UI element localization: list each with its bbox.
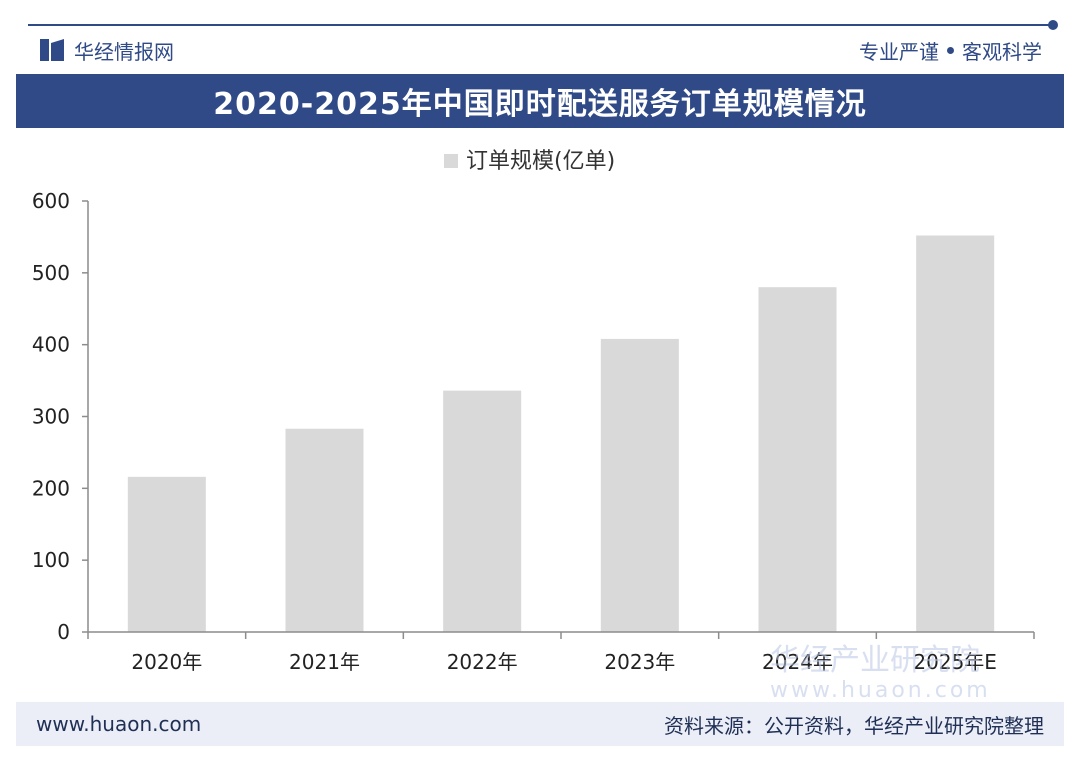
- footer: www.huaon.com 资料来源：公开资料，华经产业研究院整理: [16, 702, 1064, 746]
- y-tick-label: 200: [32, 476, 70, 500]
- brand-logo-icon: [40, 39, 64, 61]
- x-tick-label: 2025年E: [913, 650, 997, 674]
- x-tick-label: 2023年: [604, 650, 675, 674]
- bar: [127, 476, 206, 632]
- y-tick-label: 0: [57, 620, 70, 644]
- y-tick-label: 300: [32, 405, 70, 429]
- y-tick-label: 100: [32, 548, 70, 572]
- bar: [443, 390, 522, 632]
- tagline-right: 客观科学: [962, 39, 1042, 64]
- chart-title: 2020-2025年中国即时配送服务订单规模情况: [16, 74, 1064, 128]
- legend-swatch: [444, 154, 458, 168]
- tagline-dot-icon: [947, 46, 954, 54]
- x-tick-label: 2020年: [131, 650, 202, 674]
- legend: 订单规模(亿单): [444, 149, 615, 174]
- tagline-left: 专业严谨: [859, 39, 939, 64]
- y-tick-label: 600: [32, 189, 70, 213]
- x-tick-label: 2022年: [447, 650, 518, 674]
- footer-source: 资料来源：公开资料，华经产业研究院整理: [664, 713, 1044, 738]
- legend-label: 订单规模(亿单): [466, 149, 615, 174]
- brand: 华经情报网: [40, 36, 174, 64]
- y-axis: 0 100 200 300 400 500 600: [32, 189, 89, 644]
- bar: [916, 235, 995, 632]
- bar: [600, 338, 679, 632]
- y-tick-label: 500: [32, 261, 70, 285]
- y-tick-label: 400: [32, 333, 70, 357]
- footer-website: www.huaon.com: [36, 712, 202, 736]
- brand-name: 华经情报网: [74, 39, 174, 64]
- header-top-line: [28, 20, 1058, 30]
- x-axis: 2020年 2021年 2022年 2023年 2024年 2025年E: [87, 631, 1035, 674]
- x-tick-label: 2024年: [762, 650, 833, 674]
- tagline: 专业严谨 客观科学: [859, 36, 1042, 64]
- bar: [285, 428, 364, 632]
- bar: [758, 287, 837, 632]
- x-tick-label: 2021年: [289, 650, 360, 674]
- bars: [127, 235, 995, 632]
